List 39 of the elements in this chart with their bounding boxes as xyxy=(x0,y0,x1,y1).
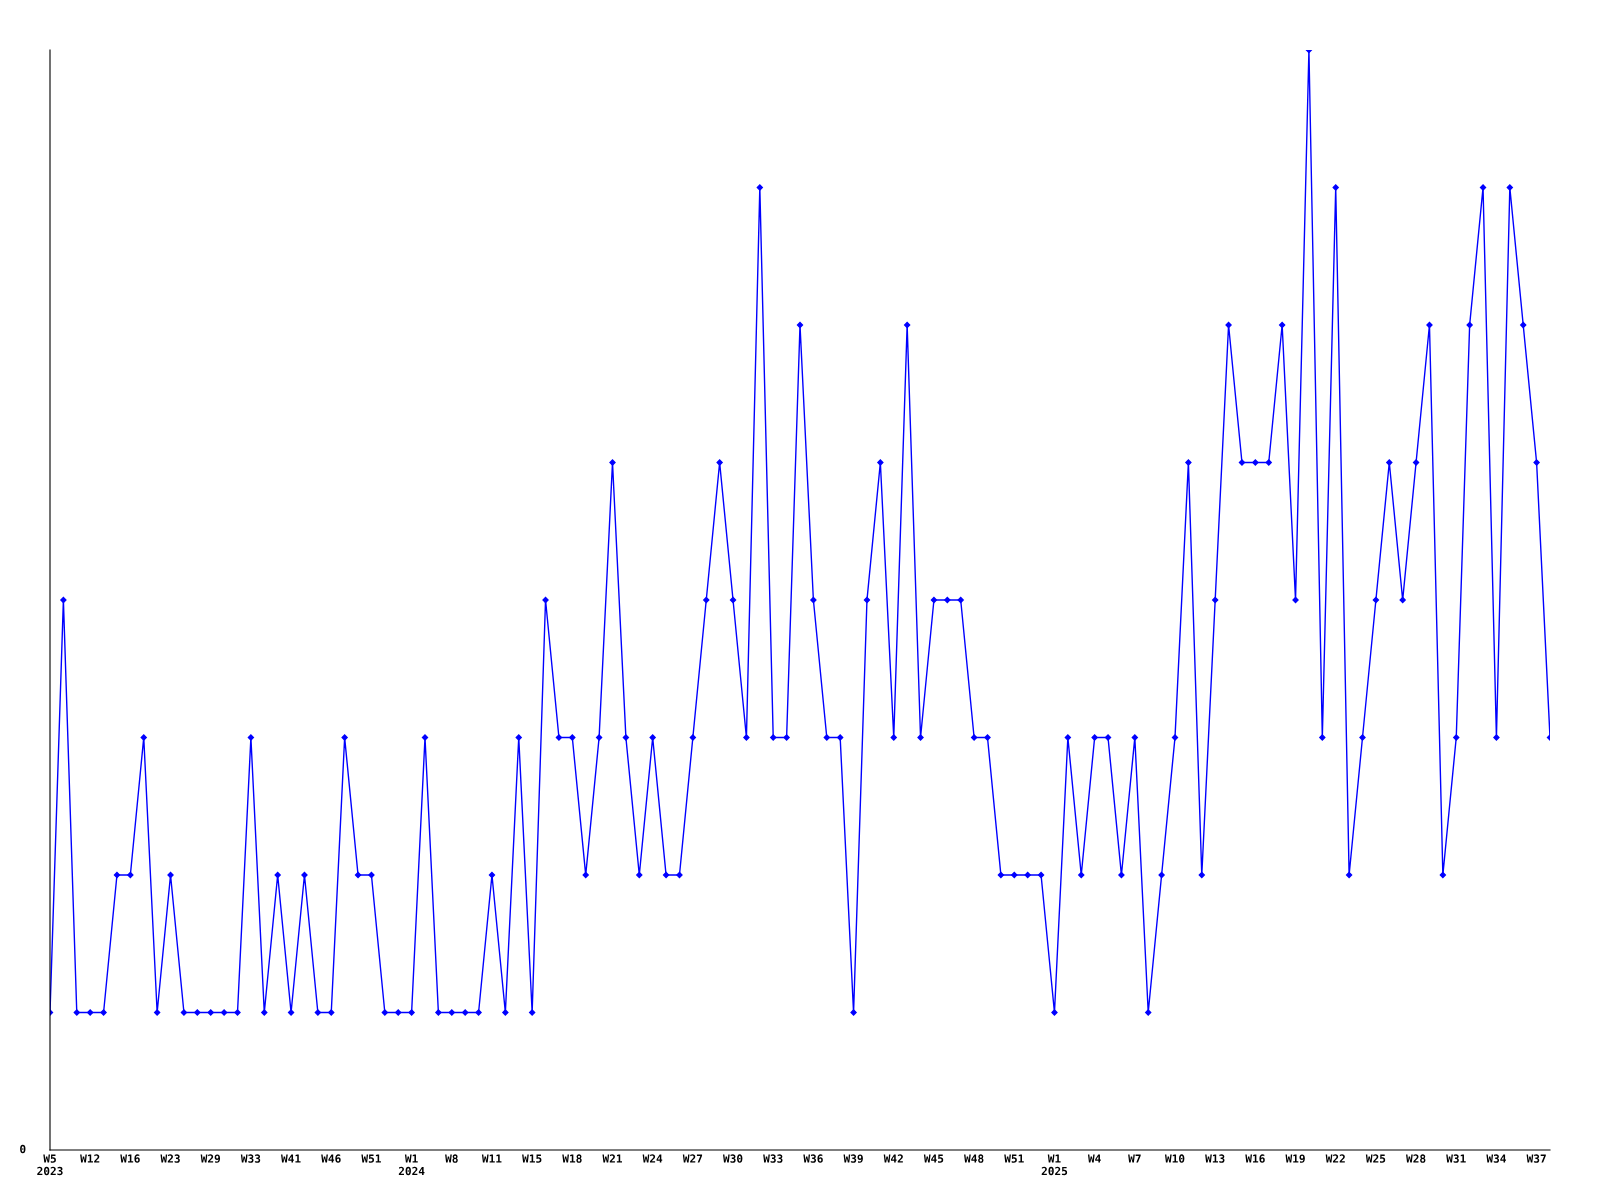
x-tick-label: W51 xyxy=(361,1154,381,1163)
x-tick-label: W12 xyxy=(80,1154,100,1163)
x-tick-label: W45 xyxy=(923,1154,944,1163)
x-tick-label: W29 xyxy=(200,1154,221,1163)
x-tick-label: W31 xyxy=(1446,1154,1466,1163)
text: 0 xyxy=(20,1144,26,1154)
x-tick-label: W33 xyxy=(240,1154,261,1163)
x-tick-label: W21 xyxy=(602,1154,622,1163)
x-tick-label: W39 xyxy=(843,1154,863,1163)
x-tick-label: W18 xyxy=(562,1154,582,1163)
x-tick-label: W25 xyxy=(1365,1154,1386,1163)
x-tick-label: W16 xyxy=(1245,1154,1265,1163)
x-tick-label: W15 xyxy=(522,1154,542,1163)
x-tick-label: W48 xyxy=(964,1154,984,1163)
x-tick-label: W16 xyxy=(120,1154,140,1163)
x-tick-label: W1 2025 xyxy=(1041,1154,1068,1176)
x-tick-label: W11 xyxy=(481,1154,502,1163)
x-tick-label: W4 xyxy=(1087,1154,1101,1163)
x-tick-label: W23 xyxy=(160,1154,180,1163)
x-tick-label: W24 xyxy=(642,1154,663,1163)
x-tick-label: W7 xyxy=(1128,1154,1141,1163)
x-tick-label: W42 xyxy=(883,1154,903,1163)
x-tick-label: W30 xyxy=(723,1154,743,1163)
x-tick-label: W5 2023 xyxy=(37,1154,63,1176)
x-tick-label: W8 xyxy=(445,1154,458,1163)
x-tick-label: W46 xyxy=(321,1154,341,1163)
x-tick-label: W19 xyxy=(1285,1154,1305,1163)
x-tick-label: W36 xyxy=(803,1154,823,1163)
x-tick-label: W1 2024 xyxy=(398,1154,425,1176)
x-tick-label: W22 xyxy=(1325,1154,1345,1163)
x-tick-label: W33 xyxy=(763,1154,783,1163)
x-tick-label: W34 xyxy=(1486,1154,1506,1163)
x-tick-label: W51 xyxy=(1004,1154,1024,1163)
x-tick-label: W37 xyxy=(1526,1154,1546,1163)
x-tick-label: W10 xyxy=(1164,1154,1185,1163)
x-tick-label: W28 xyxy=(1406,1154,1426,1163)
x-tick-label: W41 xyxy=(281,1154,301,1163)
x-tick-label: W27 xyxy=(682,1154,703,1163)
x-tick-label: W13 xyxy=(1205,1154,1225,1163)
